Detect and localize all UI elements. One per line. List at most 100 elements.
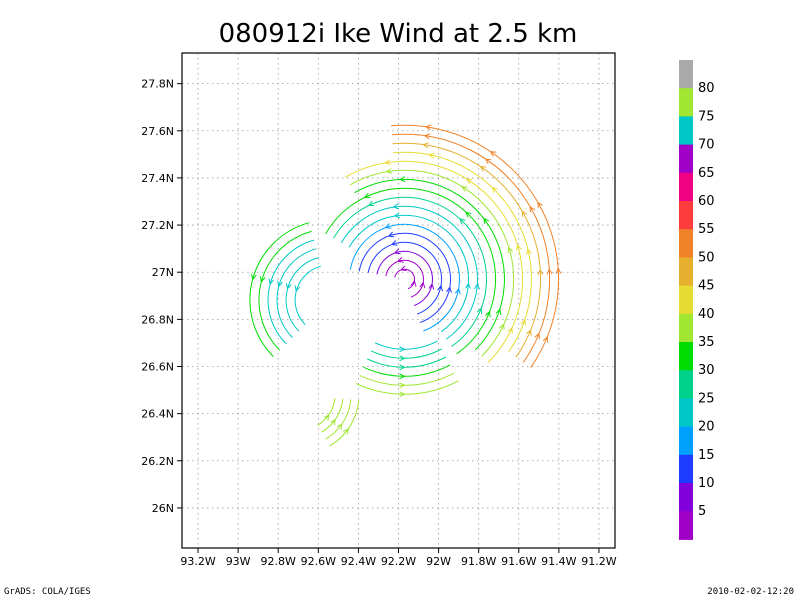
x-tick-label: 92W: [426, 555, 451, 568]
colorbar-label: 80: [698, 81, 715, 96]
streamline-arrow: [479, 165, 487, 172]
streamline-arrow: [392, 203, 399, 210]
streamline-arrow: [390, 240, 398, 246]
y-tick-label: 26.8N: [141, 313, 174, 326]
streamline-arrow: [336, 423, 343, 430]
streamline: [367, 241, 443, 315]
streamline: [376, 250, 433, 307]
streamline-arrow: [419, 281, 426, 289]
streamline-arrow: [251, 273, 257, 281]
streamline-arrow: [476, 307, 483, 315]
streamline: [394, 268, 416, 290]
colorbar: 5 10 15 20 25 30 35 40 45 50 55 60 65 70 75 80: [679, 60, 715, 540]
colorbar-label: 70: [698, 138, 715, 153]
streamline-arrow: [277, 280, 283, 288]
streamline: [317, 398, 336, 426]
colorbar-segment: [679, 511, 693, 540]
streamline-arrow: [484, 158, 492, 165]
colorbar-segment: [679, 144, 693, 174]
streamline-arrow: [399, 346, 406, 353]
streamline: [358, 232, 451, 323]
streamline-arrow: [399, 176, 406, 183]
streamline-arrow: [384, 159, 391, 165]
colorbar-label: 65: [698, 166, 715, 181]
streamline: [348, 214, 470, 333]
x-tick-label: 91.4W: [541, 555, 576, 568]
streamline: [374, 340, 438, 350]
streamline-arrow: [400, 265, 407, 271]
colorbar-segment: [679, 88, 693, 117]
colorbar-segment: [679, 483, 693, 512]
streamlines: [249, 124, 562, 447]
colorbar-label: 75: [698, 109, 715, 124]
colorbar-label: 45: [698, 279, 715, 294]
x-tick-label: 92.8W: [261, 555, 296, 568]
streamline: [325, 399, 352, 440]
streamline-arrow: [294, 285, 301, 292]
streamline-arrow: [537, 268, 544, 276]
streamline: [363, 364, 451, 377]
colorbar-label: 10: [698, 476, 715, 491]
streamline-arrow: [534, 332, 540, 340]
colorbar-segment: [679, 398, 693, 428]
x-tick-label: 91.2W: [581, 555, 616, 568]
streamline-arrow: [393, 248, 401, 255]
streamline: [329, 400, 360, 447]
streamline-arrow: [495, 308, 502, 315]
colorbar-segment: [679, 426, 693, 456]
streamline-arrow: [428, 152, 435, 159]
x-tick-label: 93W: [226, 555, 251, 568]
colorbar-label: 50: [698, 250, 715, 265]
streamline-arrow: [367, 200, 375, 207]
streamline-arrow: [437, 284, 443, 292]
streamline: [393, 151, 532, 353]
streamline-arrow: [485, 310, 491, 318]
streamline-arrow: [423, 133, 431, 140]
streamline-arrow: [546, 268, 553, 275]
streamline-arrow: [428, 282, 435, 290]
streamline-arrow: [521, 210, 528, 217]
streamline-arrow: [520, 319, 526, 326]
colorbar-label: 35: [698, 335, 715, 350]
colorbar-segment: [679, 201, 693, 230]
y-tick-label: 27N: [152, 266, 174, 279]
streamline-arrow: [474, 282, 480, 290]
footer-credit: GrADS: COLA/IGES: [4, 587, 91, 597]
streamline-arrow: [465, 211, 472, 218]
streamline-arrow: [399, 373, 406, 380]
streamline: [354, 178, 505, 351]
colorbar-segment: [679, 370, 693, 399]
streamline-arrow: [399, 391, 406, 398]
colorbar-segment: [679, 342, 693, 371]
streamline-arrow: [268, 278, 275, 286]
streamline-arrow: [285, 283, 292, 290]
footer-timestamp: 2010-02-02-12:20: [707, 587, 794, 597]
streamline-arrow: [422, 142, 429, 149]
colorbar-label: 20: [698, 420, 715, 435]
colorbar-label: 15: [698, 448, 715, 463]
streamline: [294, 265, 322, 326]
x-tick-label: 92.6W: [301, 555, 336, 568]
streamline-arrow: [363, 192, 371, 198]
streamline-arrow: [529, 205, 536, 213]
streamline-arrow: [461, 186, 468, 192]
streamline-arrow: [410, 279, 417, 287]
streamline-arrow: [483, 217, 490, 224]
streamline-arrow: [491, 186, 498, 193]
y-tick-label: 26.4N: [141, 408, 174, 421]
streamline-arrow: [537, 201, 543, 208]
streamline: [355, 380, 459, 395]
streamline-arrow: [399, 364, 406, 371]
streamline-arrow: [323, 414, 330, 421]
colorbar-segment: [679, 257, 693, 287]
streamline-arrow: [385, 168, 393, 174]
streamline-arrow: [499, 323, 505, 330]
streamline-arrow: [489, 150, 497, 157]
colorbar-segment: [679, 60, 693, 89]
streamline-arrow: [526, 248, 532, 255]
streamline-arrow: [330, 418, 336, 426]
streamline: [370, 348, 442, 359]
streamline: [321, 398, 344, 433]
streamline: [349, 169, 515, 357]
